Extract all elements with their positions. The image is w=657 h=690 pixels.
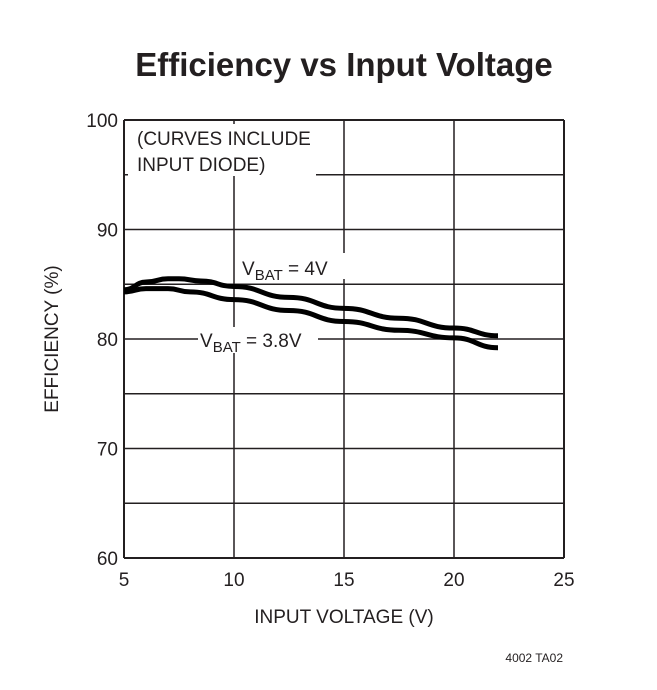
x-tick-label: 20	[443, 570, 464, 591]
y-tick-label: 90	[97, 221, 118, 242]
y-tick-label: 100	[86, 111, 118, 132]
y-tick-label: 80	[97, 330, 118, 351]
y-tick-label: 60	[97, 549, 118, 570]
annotation-background	[128, 124, 316, 176]
figure-code: 4002 TA02	[505, 651, 563, 665]
chart-title: Efficiency vs Input Voltage	[135, 46, 552, 83]
y-tick-label: 70	[97, 440, 118, 461]
tick-labels: 5 10 15 20 25 60 70 80 90 100	[86, 111, 574, 591]
label-bg-4v	[240, 253, 352, 279]
grid	[123, 119, 565, 559]
x-tick-label: 5	[119, 570, 130, 591]
y-axis-label: EFFICIENCY (%)	[42, 265, 63, 412]
label-bg-3v8	[198, 327, 318, 353]
x-tick-label: 10	[223, 570, 244, 591]
series-label-4v: VBAT = 4V	[242, 259, 328, 284]
x-tick-label: 25	[553, 570, 574, 591]
curves	[123, 276, 499, 351]
x-tick-label: 15	[333, 570, 354, 591]
annotation-line-1: (CURVES INCLUDE	[137, 129, 311, 150]
series-line-1	[123, 286, 499, 351]
annotation-line-2: INPUT DIODE)	[137, 155, 265, 176]
series-label-3v8: VBAT = 3.8V	[200, 331, 302, 356]
x-axis-label: INPUT VOLTAGE (V)	[254, 607, 433, 628]
series-line-0	[123, 276, 499, 339]
